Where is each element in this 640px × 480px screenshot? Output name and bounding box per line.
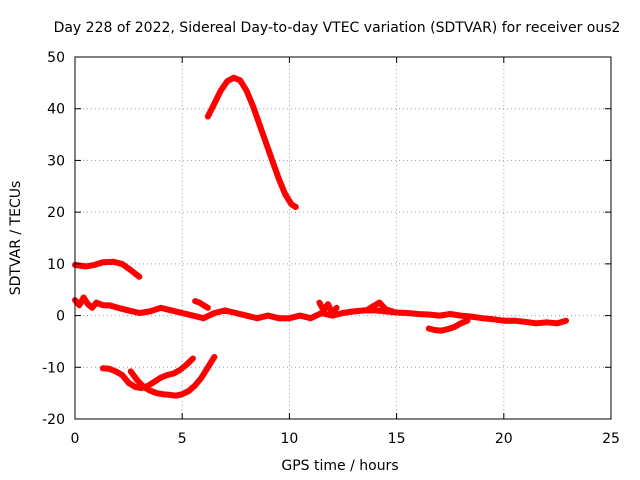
y-tick-label: -20 (42, 412, 65, 428)
series-arc-main-jitter (74, 298, 567, 327)
x-tick-label: 0 (71, 431, 80, 447)
series-arc-lower-2 (127, 353, 218, 399)
series-arc-spike-14-2-jitter (365, 303, 394, 315)
x-tick-label: 10 (280, 431, 298, 447)
y-axis-label: SDTVAR / TECUs (8, 181, 24, 296)
series-arc-peak-jitter (206, 78, 297, 210)
x-tick-label: 5 (178, 431, 187, 447)
x-tick-labels: 0 5 10 15 20 25 (71, 431, 620, 447)
series-arc-dip-17 (425, 317, 471, 334)
plot-frame (74, 56, 612, 420)
series-arc-spike-11-7-jitter (318, 303, 338, 316)
y-tick-label: 40 (47, 102, 65, 118)
y-tick-label: 20 (47, 205, 65, 221)
y-tick-label: -10 (42, 360, 65, 376)
series-arc-peak (204, 74, 299, 210)
y-tick-labels: -20 -10 0 10 20 30 40 50 (42, 50, 65, 428)
series-arc-lower-1 (99, 355, 196, 391)
series-arc-spike-5-8 (192, 298, 211, 311)
data-series-group (72, 74, 569, 399)
x-axis-label: GPS time / hours (281, 458, 398, 474)
series-arc-main (72, 294, 569, 327)
series-arc-lower-2-jitter (129, 357, 216, 399)
x-tick-label: 15 (388, 431, 406, 447)
y-tick-label: 10 (47, 257, 65, 273)
y-tick-label: 30 (47, 153, 65, 169)
series-arc-dip-17-jitter (427, 321, 469, 334)
x-tick-label: 25 (602, 431, 620, 447)
series-arc-upper-left (72, 258, 143, 280)
chart-title: Day 228 of 2022, Sidereal Day-to-day VTE… (54, 20, 621, 36)
series-arc-upper-left-jitter (74, 262, 141, 280)
y-tick-label: 50 (47, 50, 65, 66)
series-arc-spike-11-7 (316, 299, 340, 316)
series-arc-spike-5-8-jitter (194, 302, 209, 311)
grid-lines (75, 57, 611, 419)
x-tick-label: 20 (495, 431, 513, 447)
series-arc-spike-14-2 (363, 299, 396, 315)
y-tick-label: 0 (56, 309, 65, 325)
axis-ticks (74, 56, 612, 420)
